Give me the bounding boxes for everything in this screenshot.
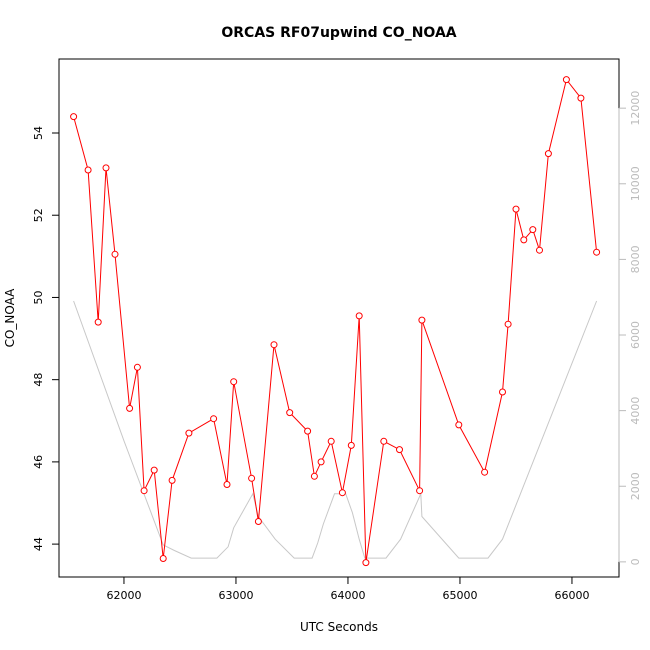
y-tick-label: 46 [32,455,45,469]
co-noaa-point [499,388,506,396]
x-tick-label: 64000 [330,589,365,602]
co-noaa-point [347,441,355,449]
y2-tick-label: 12000 [629,91,642,126]
x-tick-label: 63000 [218,589,253,602]
co-noaa-point [544,150,552,158]
co-noaa-point [168,476,176,484]
plot-frame [58,58,620,578]
co-noaa-point [593,248,601,256]
y-tick-label: 52 [32,208,45,222]
co-noaa-point [520,236,528,244]
y-tick-label: 54 [32,126,45,140]
co-noaa-point [70,113,78,121]
co-noaa-point [455,421,463,429]
co-noaa-point [223,481,231,488]
co-noaa-point [304,427,312,435]
co-noaa-point [185,429,193,437]
secondary-series [73,300,598,559]
y2-tick-label: 2000 [629,472,642,500]
y2-tick-label: 6000 [629,321,642,349]
co-noaa-point [230,378,238,386]
co-noaa-point [310,472,318,480]
co-noaa-point [418,316,426,324]
co-noaa-line [73,78,598,563]
co-noaa-point [159,555,167,562]
co-noaa-point [355,312,363,320]
x-axis: 62000 63000 64000 65000 66000 [106,576,589,602]
co-noaa-point [254,518,262,525]
co-noaa-point [111,250,119,258]
co-noaa-point [396,446,403,454]
co-noaa-point [317,458,325,466]
co-noaa-point [512,205,520,213]
y-axis-left: 44 46 48 50 52 54 [32,126,60,551]
co-noaa-point [327,437,335,445]
co-noaa-point [338,489,346,497]
co-noaa-point [286,409,294,417]
y-tick-label: 44 [32,537,45,551]
co-noaa-point [529,226,537,234]
co-noaa-point [133,363,141,371]
y-tick-label: 50 [32,290,45,304]
co-noaa-point [210,415,218,423]
chart-title: ORCAS RF07upwind CO_NOAA [221,25,456,41]
co-noaa-point [248,474,256,482]
co-noaa-point [380,437,388,445]
co-noaa-point [481,468,489,476]
x-tick-label: 66000 [554,589,589,602]
co-noaa-point [562,76,570,84]
y-axis-label: CO_NOAA [3,288,17,348]
co-noaa-point [416,487,424,495]
x-tick-label: 62000 [106,589,141,602]
x-tick-label: 65000 [442,589,477,602]
co-noaa-point [126,404,134,412]
y2-tick-label: 4000 [629,397,642,425]
co-noaa-point [84,166,92,174]
y2-tick-label: 0 [629,558,642,565]
co-noaa-point [270,341,278,349]
co-noaa-point [140,487,148,495]
y2-tick-label: 8000 [629,245,642,273]
y-axis-right: 0 2000 4000 6000 8000 10000 12000 [618,91,642,565]
co-noaa-series [70,76,601,567]
co-noaa-point [102,164,110,172]
co-noaa-point [504,320,512,328]
y2-tick-label: 10000 [629,166,642,201]
secondary-series-line [73,300,598,559]
co-noaa-point [536,246,543,254]
co-noaa-point [362,559,370,567]
co-noaa-point [150,466,158,474]
co-noaa-point [577,94,585,102]
y-tick-label: 48 [32,373,45,387]
x-axis-label: UTC Seconds [300,620,378,634]
co-noaa-point [94,318,102,326]
